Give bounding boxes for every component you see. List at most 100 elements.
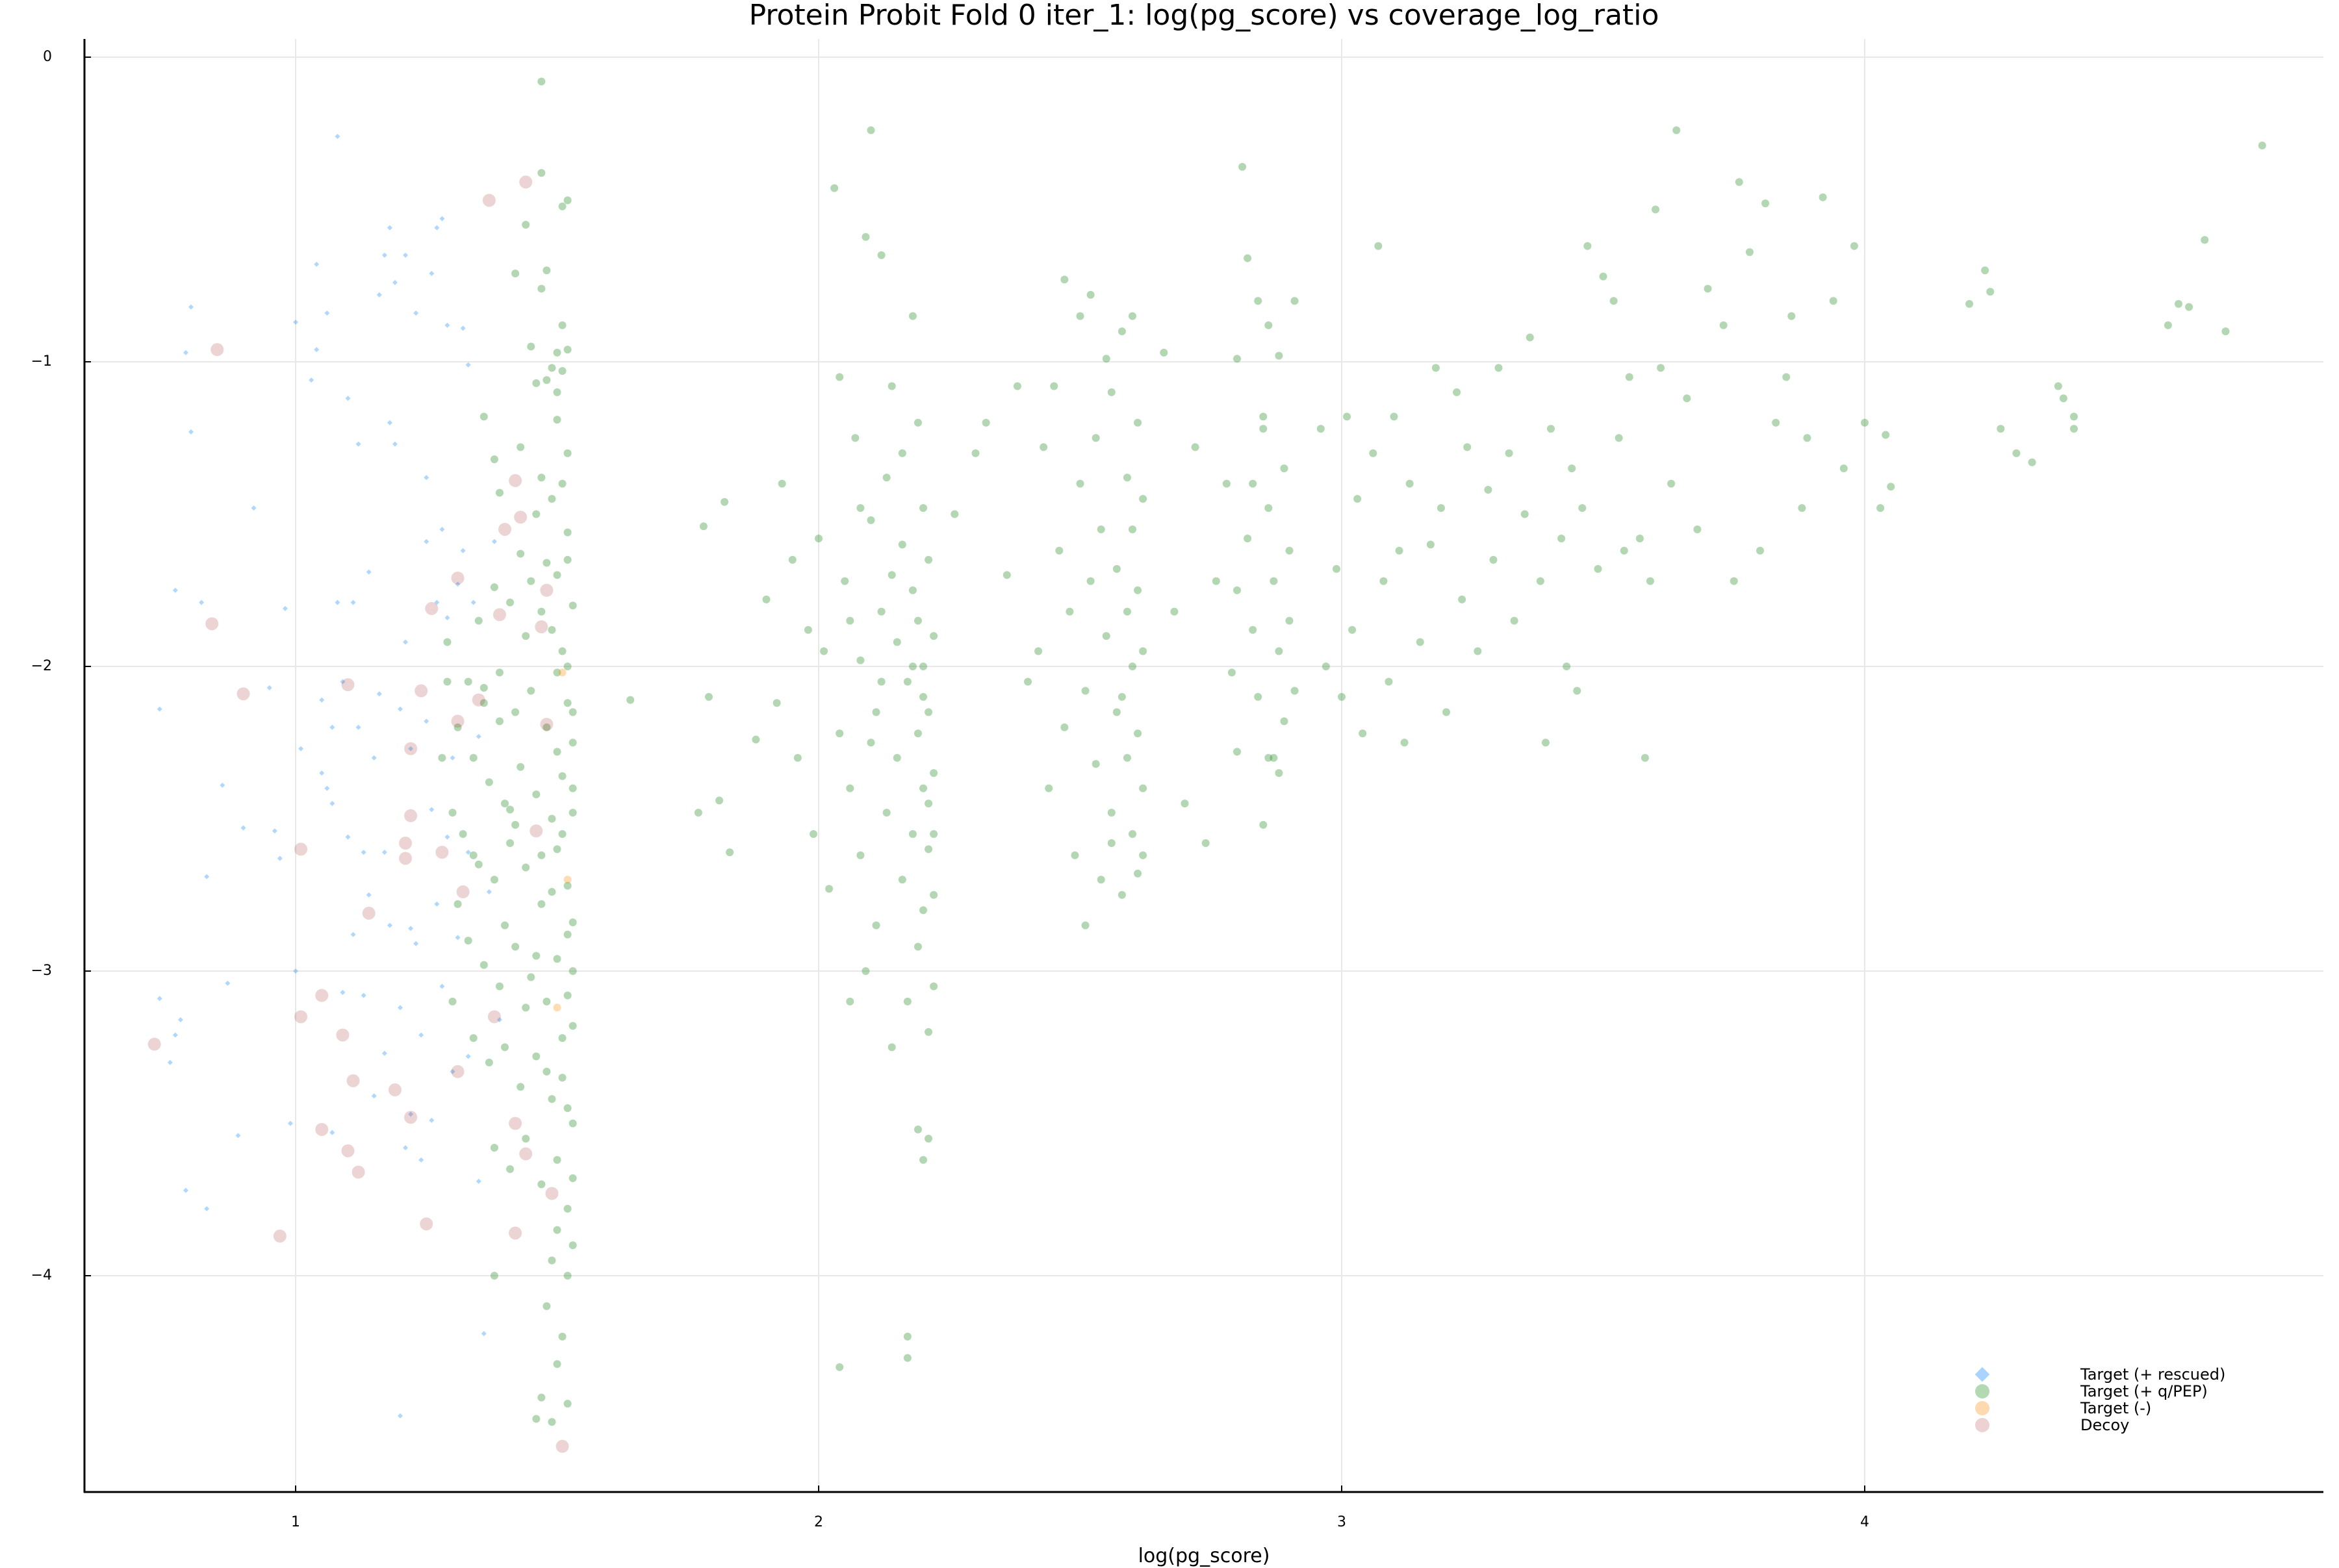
data-point <box>434 225 440 231</box>
data-point <box>569 918 577 926</box>
data-point <box>548 888 556 896</box>
data-point <box>558 202 567 210</box>
data-point <box>1201 839 1210 848</box>
data-point <box>548 364 556 372</box>
data-point <box>540 718 554 731</box>
data-point <box>1050 382 1058 390</box>
data-point <box>830 184 839 192</box>
circle-marker-icon <box>1975 1401 1989 1415</box>
data-point <box>415 684 428 698</box>
data-point <box>1704 285 1712 293</box>
data-point <box>867 739 875 747</box>
data-point <box>715 796 724 805</box>
data-point <box>2201 236 2209 244</box>
data-point <box>362 906 376 920</box>
data-point <box>804 626 812 634</box>
data-point <box>496 1017 502 1023</box>
data-point <box>340 989 346 995</box>
data-point <box>1568 464 1576 473</box>
data-point <box>511 942 520 951</box>
data-point <box>1850 242 1858 250</box>
data-point <box>558 1332 567 1341</box>
data-point <box>147 1037 161 1051</box>
data-point <box>1086 577 1095 585</box>
data-point <box>1191 443 1199 451</box>
data-point <box>1181 800 1189 808</box>
data-point <box>1045 784 1053 792</box>
data-point <box>294 1010 308 1024</box>
data-point <box>1081 921 1090 929</box>
data-point <box>315 1122 329 1136</box>
data-point <box>982 418 990 427</box>
data-point <box>464 677 472 686</box>
data-point <box>1683 394 1691 403</box>
data-point <box>1374 242 1383 250</box>
data-point <box>429 270 435 276</box>
data-point <box>1233 355 1241 363</box>
data-point <box>479 683 488 692</box>
data-point <box>1107 388 1116 396</box>
data-point <box>1819 193 1827 201</box>
data-point <box>485 1058 493 1067</box>
data-point <box>1280 717 1288 726</box>
data-point <box>553 845 561 854</box>
data-point <box>882 474 891 482</box>
data-point <box>1097 876 1105 884</box>
data-point <box>877 677 886 686</box>
data-point <box>1013 382 1021 390</box>
data-point <box>439 526 445 532</box>
data-point <box>1316 425 1325 433</box>
data-point <box>319 697 325 703</box>
legend-label: Target (+ rescued) <box>2080 1365 2226 1384</box>
data-point <box>1139 647 1147 655</box>
data-point <box>537 77 546 86</box>
data-point <box>451 714 465 728</box>
data-point <box>444 614 450 620</box>
data-point <box>403 252 409 258</box>
data-point <box>908 663 917 670</box>
data-point <box>1270 577 1278 585</box>
data-point <box>451 1065 465 1078</box>
data-point <box>553 416 561 424</box>
data-point <box>694 809 702 817</box>
data-point <box>1129 829 1136 838</box>
x-axis-label: log(pg_score) <box>1138 1545 1270 1567</box>
data-point <box>569 809 577 817</box>
data-point <box>930 891 938 899</box>
data-point <box>569 739 577 747</box>
data-point <box>434 901 440 907</box>
data-point <box>2059 394 2067 403</box>
data-point <box>1275 351 1283 360</box>
data-point <box>543 376 551 385</box>
chart-title: Protein Probit Fold 0 iter_1: log(pg_sco… <box>748 0 1659 32</box>
data-point <box>1259 425 1268 433</box>
data-point <box>773 699 781 707</box>
data-point <box>1259 820 1268 829</box>
data-point <box>309 377 314 383</box>
data-point <box>314 261 320 267</box>
legend: Target (+ rescued) Target (+ q/PEP) Targ… <box>1969 1366 2242 1434</box>
data-point <box>532 510 541 518</box>
data-point <box>371 1093 377 1099</box>
data-point <box>1489 555 1498 564</box>
data-point <box>1102 632 1110 640</box>
data-point <box>925 555 933 564</box>
data-point <box>882 809 891 817</box>
data-point <box>479 699 488 707</box>
data-point <box>626 696 635 704</box>
data-point <box>381 252 387 258</box>
data-point <box>341 1144 355 1157</box>
data-point <box>1359 729 1367 738</box>
data-point <box>1416 638 1424 646</box>
data-point <box>1139 495 1147 503</box>
data-point <box>346 1074 360 1087</box>
data-point <box>862 233 870 241</box>
data-point <box>1652 205 1659 214</box>
data-point <box>1244 535 1252 543</box>
series-target-q-pep- <box>438 77 2266 1426</box>
legend-label: Target (+ q/PEP) <box>2080 1382 2208 1400</box>
data-point <box>569 784 577 792</box>
data-point <box>553 1360 561 1369</box>
data-point <box>293 320 298 325</box>
data-point <box>355 724 361 730</box>
